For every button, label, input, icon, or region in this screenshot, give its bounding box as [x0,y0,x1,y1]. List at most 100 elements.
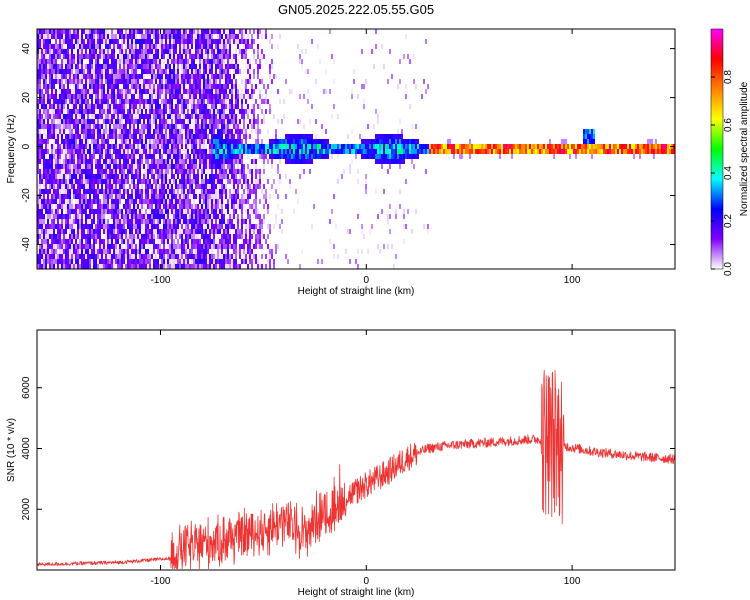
spectrogram-cell [185,264,187,269]
spectrogram-cell [191,209,193,214]
spectrogram-cell [213,94,215,99]
spectrogram-cell [181,234,183,239]
spectrogram-cell [189,199,191,204]
spectrogram-cell [227,84,229,89]
spectrogram-cell [135,229,137,234]
spectrogram-cell [85,259,87,264]
spectrogram-cell [207,154,209,159]
spectrogram-cell [157,79,159,84]
spectrogram-cell [193,179,195,184]
spectrogram-cell [137,144,139,149]
spectrogram-cell [119,59,121,64]
spectrogram-cell [71,239,73,244]
spectrogram-cell [235,84,237,89]
spectrogram-cell [271,44,273,49]
spectrogram-cell [109,109,111,114]
spectrogram-cell [103,244,105,249]
spectrogram-cell [103,149,105,154]
spectrogram-cell [91,99,93,104]
spectrogram-cell [99,259,101,264]
spectrogram-cell [133,119,135,124]
spectrogram-cell [157,259,159,264]
spectrogram-cell [249,259,251,264]
spectrogram-cell [85,234,87,239]
spectrogram-cell [91,134,93,139]
spectrogram-cell [121,174,123,179]
spectrogram-cell [129,134,131,139]
spectrogram-cell [53,69,55,74]
spectrogram-cell [215,104,217,109]
spectrogram-cell [59,99,61,104]
spectrogram-cell [275,249,277,254]
spectrogram-cell [91,89,93,94]
spectrogram-cell [203,29,205,34]
spectrogram-cell [75,129,77,134]
spectrogram-cell [169,39,171,44]
spectrogram-cell [177,69,179,74]
spectrogram-cell [79,254,81,259]
spectrogram-cell [219,109,221,114]
spectrogram-cell [143,44,145,49]
spectrogram-cell [79,129,81,134]
spectrogram-cell [147,239,149,244]
spectrogram-cell [157,124,159,129]
spectrogram-cell [47,94,49,99]
spectrogram-cell [77,219,79,224]
spectrogram-cell [271,79,273,84]
spectrogram-cell [255,244,257,249]
spectrogram-cell [129,164,131,169]
spectrogram-cell [47,134,49,139]
spectrogram-cell [107,149,109,154]
spectrogram-cell [37,34,39,39]
spectrogram-cell [177,204,179,209]
spectrogram-cell [281,219,283,224]
spectrogram-cell [157,229,159,234]
spectrogram-cell [121,39,123,44]
spectrogram-cell [69,49,71,54]
spectrogram-cell [41,54,43,59]
spectrogram-cell [205,154,207,159]
spectrogram-cell [257,69,259,74]
spectrogram-cell [175,144,177,149]
spectrogram-cell [251,144,253,149]
spectrogram-cell [81,119,83,124]
spectrogram-cell [199,49,201,54]
spectrogram-cell [73,79,75,84]
spectrogram-cell [219,204,221,209]
spectrogram-cell [201,229,203,234]
spectrogram-cell [53,249,55,254]
spectrogram-cell [243,109,245,114]
spectrogram-cell [83,149,85,154]
spectrogram-cell [223,114,225,119]
spectrogram-cell [225,244,227,249]
spectrogram-cell [229,34,231,39]
spectrogram-cell [91,234,93,239]
spectrogram-cell [53,59,55,64]
spectrogram-cell [237,219,239,224]
spectrogram-cell [69,29,71,34]
spectrogram-cell [159,209,161,214]
spectrogram-cell [39,109,41,114]
spectrogram-cell [279,159,281,164]
spectrogram-cell [137,89,139,94]
spectrogram-cell [167,84,169,89]
spectrogram-cell [125,94,127,99]
spectrogram-cell [45,159,47,164]
spectrogram-cell [213,124,215,129]
spectrogram-cell [255,144,257,149]
spectrogram-cell [161,139,163,144]
spectrogram-cell [65,89,67,94]
spectrogram-cell [207,169,209,174]
spectrogram-cell [253,144,255,149]
spectrogram-cell [131,194,133,199]
spectrogram-cell [219,249,221,254]
spectrogram-cell [161,199,163,204]
spectrogram-cell [51,49,53,54]
spectrogram-cell [209,129,211,134]
spectrogram-cell [171,199,173,204]
spectrogram-cell [259,244,261,249]
spectrogram-cell [207,124,209,129]
spectrogram-cell [159,119,161,124]
spectrogram-cell [187,189,189,194]
spectrogram-cell [147,189,149,194]
